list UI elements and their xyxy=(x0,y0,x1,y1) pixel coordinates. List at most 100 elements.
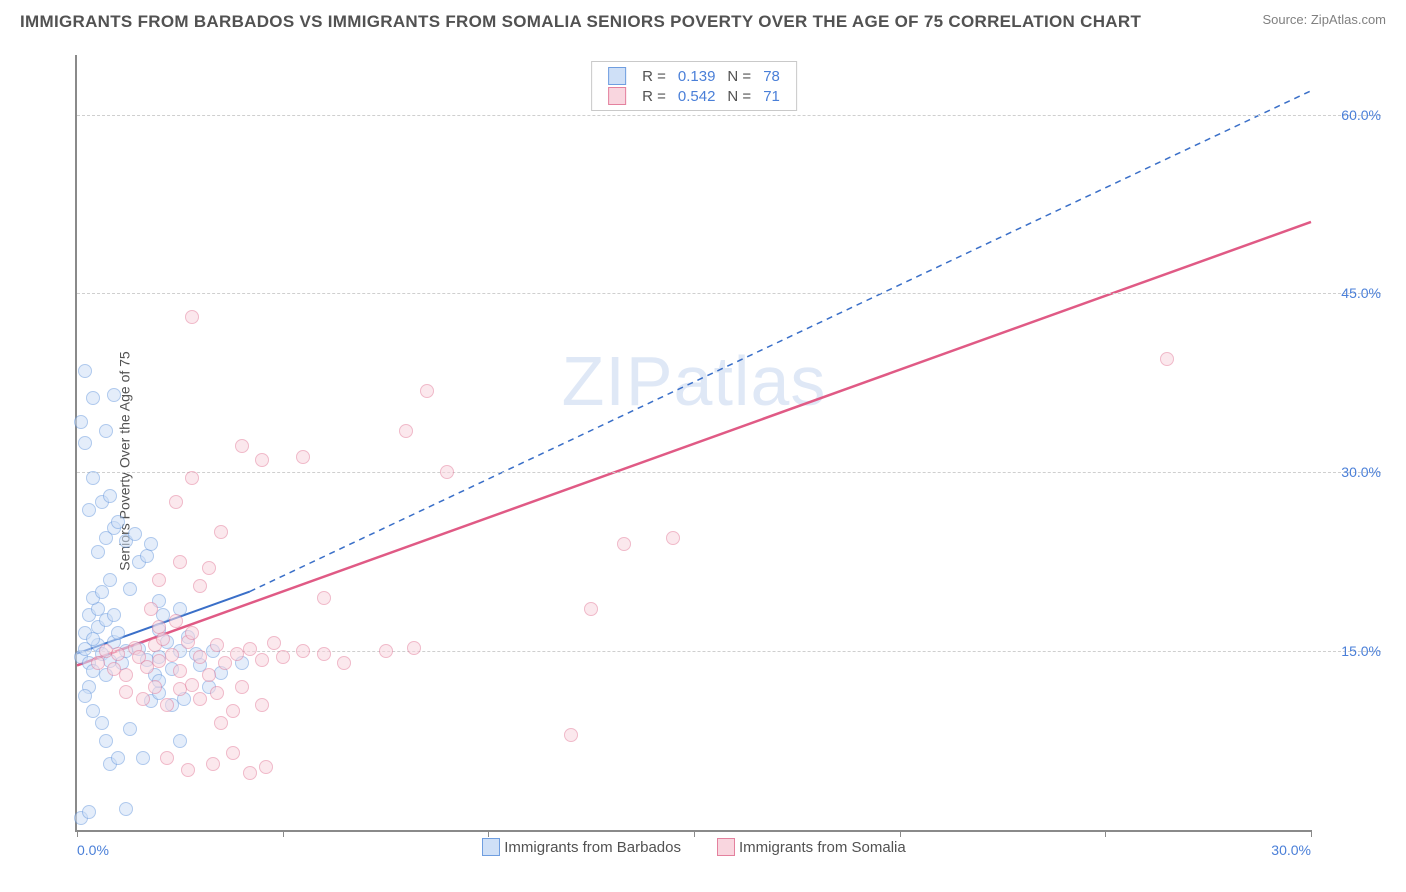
data-point xyxy=(202,561,216,575)
data-point xyxy=(86,471,100,485)
y-tick-label: 45.0% xyxy=(1341,285,1381,301)
x-tick xyxy=(283,830,284,837)
data-point xyxy=(1160,352,1174,366)
data-point xyxy=(173,664,187,678)
gridline-h xyxy=(77,293,1381,294)
data-point xyxy=(617,537,631,551)
data-point xyxy=(103,489,117,503)
data-point xyxy=(399,424,413,438)
x-tick xyxy=(77,830,78,837)
data-point xyxy=(255,653,269,667)
data-point xyxy=(107,388,121,402)
legend-label: Immigrants from Barbados xyxy=(504,839,681,856)
data-point xyxy=(99,734,113,748)
legend-row: R =0.139N =78 xyxy=(602,66,786,86)
data-point xyxy=(243,642,257,656)
x-tick-label: 30.0% xyxy=(1271,842,1311,858)
data-point xyxy=(235,439,249,453)
data-point xyxy=(111,647,125,661)
n-label: N = xyxy=(721,66,757,86)
legend-swatch xyxy=(608,67,626,85)
data-point xyxy=(173,734,187,748)
r-value: 0.542 xyxy=(672,86,722,106)
gridline-h xyxy=(77,472,1381,473)
gridline-h xyxy=(77,115,1381,116)
data-point xyxy=(152,573,166,587)
data-point xyxy=(82,503,96,517)
data-point xyxy=(136,692,150,706)
data-point xyxy=(185,626,199,640)
series-legend: Immigrants from Barbados Immigrants from … xyxy=(77,838,1311,860)
data-point xyxy=(160,698,174,712)
legend-label: Immigrants from Somalia xyxy=(739,839,906,856)
source-label: Source: ZipAtlas.com xyxy=(1262,12,1386,27)
data-point xyxy=(111,626,125,640)
data-point xyxy=(181,763,195,777)
y-tick-label: 60.0% xyxy=(1341,107,1381,123)
data-point xyxy=(103,573,117,587)
data-point xyxy=(420,384,434,398)
watermark: ZIPatlas xyxy=(562,341,827,421)
x-tick xyxy=(900,830,901,837)
r-label: R = xyxy=(636,86,672,106)
data-point xyxy=(259,760,273,774)
data-point xyxy=(91,545,105,559)
n-value: 71 xyxy=(757,86,786,106)
x-tick-label: 0.0% xyxy=(77,842,109,858)
data-point xyxy=(193,579,207,593)
data-point xyxy=(144,602,158,616)
data-point xyxy=(564,728,578,742)
data-point xyxy=(156,632,170,646)
data-point xyxy=(78,436,92,450)
data-point xyxy=(144,537,158,551)
data-point xyxy=(584,602,598,616)
data-point xyxy=(78,364,92,378)
data-point xyxy=(128,527,142,541)
y-tick-label: 30.0% xyxy=(1341,464,1381,480)
data-point xyxy=(91,656,105,670)
legend-swatch xyxy=(482,838,500,856)
plot-area: ZIPatlas R =0.139N =78R =0.542N =71 Immi… xyxy=(75,55,1311,832)
r-value: 0.139 xyxy=(672,66,722,86)
data-point xyxy=(160,751,174,765)
data-point xyxy=(74,415,88,429)
legend-item: Immigrants from Somalia xyxy=(717,838,906,856)
data-point xyxy=(111,515,125,529)
trend-lines xyxy=(77,55,1311,830)
legend-swatch xyxy=(608,87,626,105)
data-point xyxy=(111,751,125,765)
data-point xyxy=(193,650,207,664)
r-label: R = xyxy=(636,66,672,86)
x-tick xyxy=(1105,830,1106,837)
data-point xyxy=(123,582,137,596)
legend-item: Immigrants from Barbados xyxy=(482,838,681,856)
data-point xyxy=(226,704,240,718)
data-point xyxy=(210,638,224,652)
data-point xyxy=(119,668,133,682)
data-point xyxy=(95,585,109,599)
chart-container: Seniors Poverty Over the Age of 75 ZIPat… xyxy=(20,45,1386,877)
legend-row: R =0.542N =71 xyxy=(602,86,786,106)
data-point xyxy=(136,751,150,765)
data-point xyxy=(210,686,224,700)
data-point xyxy=(193,692,207,706)
data-point xyxy=(99,424,113,438)
data-point xyxy=(407,641,421,655)
data-point xyxy=(107,608,121,622)
data-point xyxy=(82,805,96,819)
data-point xyxy=(169,614,183,628)
data-point xyxy=(202,668,216,682)
data-point xyxy=(214,716,228,730)
n-value: 78 xyxy=(757,66,786,86)
data-point xyxy=(214,525,228,539)
data-point xyxy=(86,632,100,646)
legend-swatch xyxy=(717,838,735,856)
data-point xyxy=(185,678,199,692)
data-point xyxy=(119,802,133,816)
data-point xyxy=(119,685,133,699)
data-point xyxy=(666,531,680,545)
data-point xyxy=(123,722,137,736)
data-point xyxy=(185,310,199,324)
data-point xyxy=(218,656,232,670)
data-point xyxy=(165,648,179,662)
